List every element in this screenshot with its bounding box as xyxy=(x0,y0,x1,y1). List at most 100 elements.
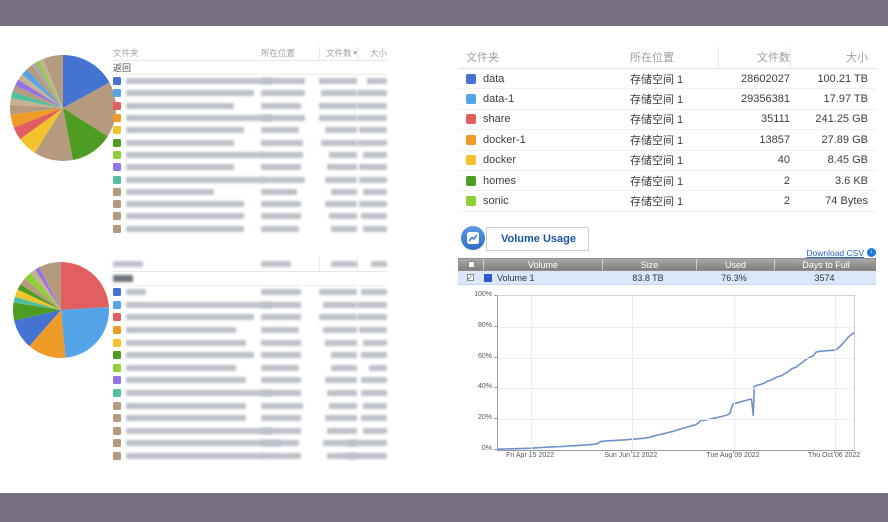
download-icon[interactable]: ↓ xyxy=(867,248,876,257)
redacted-filecount xyxy=(323,327,357,334)
redacted-file-row[interactable] xyxy=(113,210,387,222)
volume-checkbox-cell[interactable]: ✓ xyxy=(458,271,482,284)
redacted-file-row[interactable] xyxy=(113,186,387,198)
pie-slice[interactable] xyxy=(20,278,61,310)
download-csv[interactable]: Download CSV ↓ xyxy=(806,247,876,258)
col-volsize-header[interactable]: Size xyxy=(602,259,696,270)
redacted-file-row[interactable] xyxy=(113,149,387,161)
redacted-file-row[interactable] xyxy=(113,299,387,312)
pie-slice[interactable] xyxy=(10,108,64,128)
redacted-file-row[interactable] xyxy=(113,87,387,99)
pie-slice[interactable] xyxy=(63,108,108,161)
col-folder-header[interactable]: 文件夹 xyxy=(113,48,139,58)
pie-slice[interactable] xyxy=(13,296,61,310)
redacted-file-row[interactable] xyxy=(113,362,387,375)
redacted-header-cell[interactable] xyxy=(113,257,261,271)
folder-row[interactable]: homes 存储空间 1 2 3.6 KB xyxy=(458,171,876,192)
pie-slice[interactable] xyxy=(20,108,63,153)
folder-color-chip xyxy=(113,414,121,423)
pie-slice[interactable] xyxy=(17,284,61,310)
pie-slice[interactable] xyxy=(10,91,63,108)
select-all-checkbox-cell[interactable] xyxy=(459,259,483,270)
download-csv-link[interactable]: Download CSV xyxy=(806,247,864,258)
redacted-file-row[interactable] xyxy=(113,223,387,235)
redacted-size xyxy=(363,339,387,346)
redacted-file-row[interactable] xyxy=(113,349,387,362)
redacted-file-row[interactable] xyxy=(113,399,387,412)
pie-slice[interactable] xyxy=(29,310,66,358)
col-daystofull-header[interactable]: Days to Full xyxy=(774,259,877,270)
folder-row[interactable]: docker-1 存储空间 1 13857 27.89 GB xyxy=(458,130,876,151)
back-link-redacted[interactable] xyxy=(113,272,387,286)
redacted-file-row[interactable] xyxy=(113,336,387,349)
pie-slice[interactable] xyxy=(63,55,110,108)
pie-slice[interactable] xyxy=(39,262,61,310)
folder-color-chip xyxy=(466,155,476,166)
redacted-header-cell[interactable] xyxy=(357,257,387,271)
pie-slice[interactable] xyxy=(61,306,109,358)
back-link[interactable]: 返回 xyxy=(113,61,387,75)
redacted-file-row[interactable] xyxy=(113,136,387,148)
pie-slice[interactable] xyxy=(13,302,61,321)
redacted-file-row[interactable] xyxy=(113,112,387,124)
top-folders-pie-chart[interactable] xyxy=(10,55,116,161)
pie-slice[interactable] xyxy=(15,79,63,108)
redacted-file-row[interactable] xyxy=(113,286,387,299)
folder-row[interactable]: share 存储空间 1 35111 241.25 GB xyxy=(458,110,876,131)
col-folder-header[interactable]: 文件夹 xyxy=(466,52,499,64)
pie-slice[interactable] xyxy=(35,267,61,310)
folder-row[interactable]: data-1 存储空间 1 29356381 17.97 TB xyxy=(458,89,876,110)
pie-slice[interactable] xyxy=(38,58,63,108)
redacted-file-row[interactable] xyxy=(113,324,387,337)
redacted-file-row[interactable] xyxy=(113,311,387,324)
pie-slice[interactable] xyxy=(26,65,63,108)
pie-slice[interactable] xyxy=(63,82,116,137)
redacted-file-row[interactable] xyxy=(113,124,387,136)
redacted-file-row[interactable] xyxy=(113,437,387,450)
pie-slice[interactable] xyxy=(34,108,73,161)
redacted-header-cell[interactable] xyxy=(261,257,319,271)
col-size-header[interactable]: 大小 xyxy=(357,46,387,60)
pie-slice[interactable] xyxy=(31,62,63,108)
col-filecount-header[interactable]: 文件数 xyxy=(718,46,790,68)
pie-slice[interactable] xyxy=(24,273,61,310)
volume-checkbox[interactable]: ✓ xyxy=(466,274,474,282)
pie-slice[interactable] xyxy=(18,74,63,108)
redacted-file-row[interactable] xyxy=(113,412,387,425)
col-volume-header[interactable]: Volume xyxy=(483,259,602,270)
pie-slice[interactable] xyxy=(61,262,109,310)
pie-slice[interactable] xyxy=(10,98,64,108)
pie-slice[interactable] xyxy=(22,69,63,108)
redacted-file-row[interactable] xyxy=(113,450,387,463)
pie-slice[interactable] xyxy=(13,108,63,140)
folder-row[interactable]: data 存储空间 1 28602027 100.21 TB xyxy=(458,69,876,90)
folder-row[interactable]: docker 存储空间 1 40 8.45 GB xyxy=(458,151,876,171)
redacted-file-row[interactable] xyxy=(113,75,387,87)
col-filecount-header[interactable]: 文件数 ▾ xyxy=(319,46,357,60)
folder-row[interactable]: sonic 存储空间 1 2 74 Bytes xyxy=(458,191,876,212)
pie-slice[interactable] xyxy=(10,104,63,115)
bottom-folders-pie-chart[interactable] xyxy=(13,262,109,358)
select-all-checkbox[interactable] xyxy=(467,261,475,268)
redacted-file-row[interactable] xyxy=(113,425,387,438)
redacted-filecount xyxy=(327,427,357,434)
pie-slice[interactable] xyxy=(14,310,61,347)
col-location-header[interactable]: 所在位置 xyxy=(630,52,674,64)
redacted-file-row[interactable] xyxy=(113,198,387,210)
redacted-file-row[interactable] xyxy=(113,161,387,173)
col-size-header[interactable]: 大小 xyxy=(790,46,868,68)
pie-slice[interactable] xyxy=(30,269,61,310)
col-location-header[interactable]: 所在位置 xyxy=(261,48,296,58)
redacted-file-row[interactable] xyxy=(113,387,387,400)
pie-slice[interactable] xyxy=(36,60,63,108)
redacted-file-row[interactable] xyxy=(113,100,387,112)
col-used-header[interactable]: Used xyxy=(696,259,774,270)
redacted-file-row[interactable] xyxy=(113,173,387,185)
pie-slice[interactable] xyxy=(12,85,63,108)
pie-slice[interactable] xyxy=(14,289,61,310)
redacted-header-cell[interactable] xyxy=(319,257,357,271)
redacted-file-row[interactable] xyxy=(113,374,387,387)
chart-plot-area[interactable] xyxy=(497,295,855,451)
pie-slice[interactable] xyxy=(43,55,63,108)
volume-row[interactable]: ✓ Volume 1 83.8 TB 76.3% 3574 xyxy=(458,271,876,285)
